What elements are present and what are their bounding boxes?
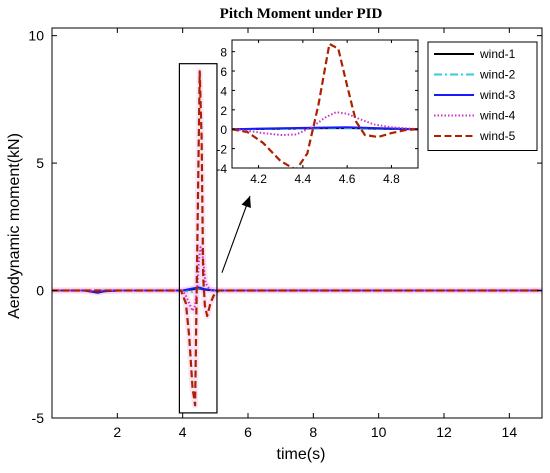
inset-ytick-label: 6	[220, 65, 227, 79]
inset-ytick-label: 2	[220, 104, 227, 118]
legend-label-wind-4: wind-4	[479, 109, 516, 123]
legend: wind-1 wind-2 wind-3 wind-4 wind-5	[427, 41, 538, 151]
inset-plot-area: 4.2 4.4 4.6 4.8 -4 -2 0 2 4 6 8	[216, 39, 419, 186]
inset-ytick-label: 8	[220, 46, 227, 60]
inset-xtick-label: 4.6	[339, 172, 356, 186]
main-axes-frame	[51, 27, 543, 419]
legend-label-wind-5: wind-5	[479, 129, 516, 143]
y-axis-label: Aerodynamic moment(kN)	[6, 133, 23, 319]
zoom-arrow-head	[241, 196, 251, 208]
chart-title: Pitch Moment under PID	[220, 6, 383, 22]
inset-ytick-label: -2	[216, 143, 227, 157]
main-xtick-label: 6	[244, 424, 252, 440]
main-xtick-label: 2	[113, 424, 121, 440]
main-xtick-label: 10	[371, 424, 387, 440]
main-xtick-label: 12	[436, 424, 452, 440]
inset-xtick-label: 4.8	[383, 172, 400, 186]
inset-background	[232, 40, 418, 168]
main-ytick-label: -5	[32, 410, 45, 426]
inset-series-wind-5	[232, 42, 418, 168]
inset-ytick-label: -4	[216, 162, 227, 176]
inset-series-wind-3	[232, 126, 418, 131]
main-ytick-label: 10	[28, 28, 44, 44]
inset-axes-frame	[231, 39, 419, 169]
x-axis-label: time(s)	[277, 446, 326, 463]
main-series-wind-5	[52, 70, 542, 407]
zoom-arrow-line	[221, 195, 251, 273]
inset-xtick-label: 4.4	[295, 172, 312, 186]
zoom-callout	[178, 63, 251, 414]
zoom-box	[178, 63, 218, 414]
legend-box	[427, 41, 538, 151]
legend-label-wind-2: wind-2	[479, 68, 516, 82]
inset-ytick-label: 4	[220, 84, 227, 98]
legend-label-wind-1: wind-1	[479, 47, 516, 61]
main-xtick-label: 4	[179, 424, 187, 440]
legend-label-wind-3: wind-3	[479, 88, 516, 102]
main-xtick-label: 8	[309, 424, 317, 440]
inset-ytick-label: 0	[220, 123, 227, 137]
main-ytick-label: 0	[36, 283, 44, 299]
main-xtick-label: 14	[502, 424, 518, 440]
inset-xtick-label: 4.2	[250, 172, 267, 186]
inset-series-wind-4	[232, 111, 418, 136]
main-ytick-label: 5	[36, 155, 44, 171]
main-series-wind-4	[52, 246, 542, 312]
